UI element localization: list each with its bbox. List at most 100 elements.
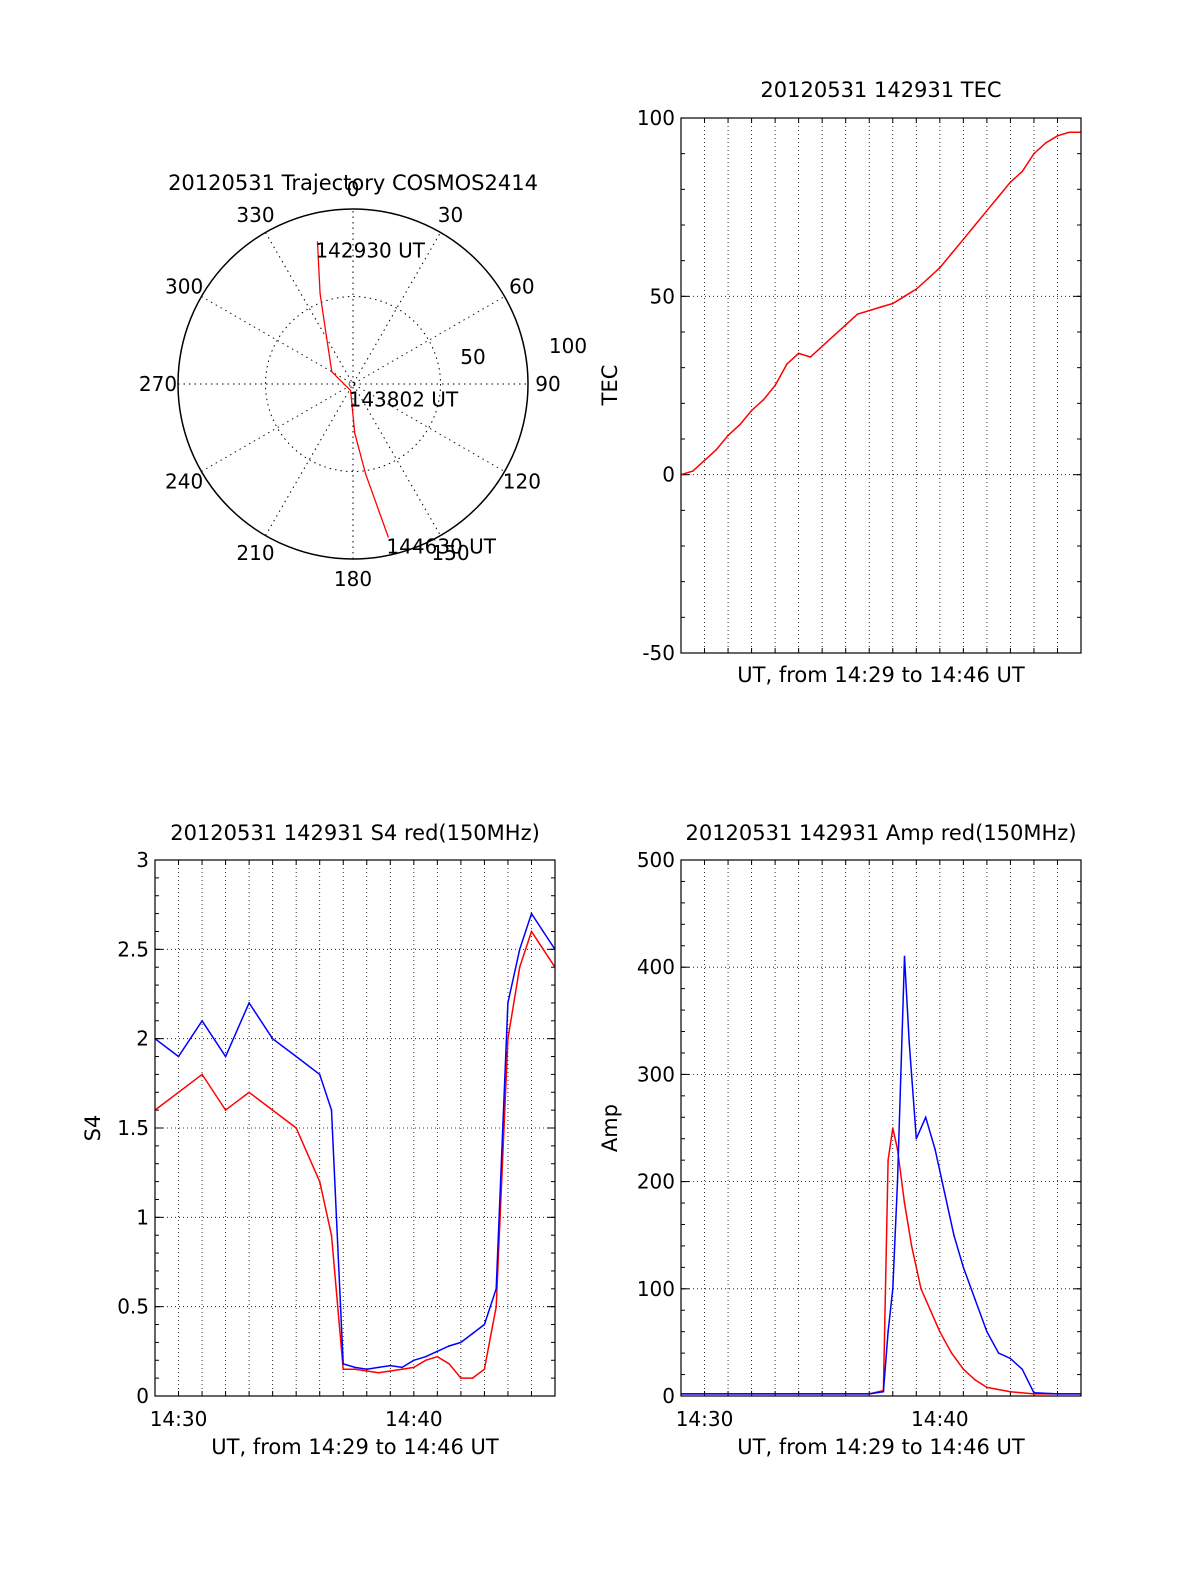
polar-azimuth-label: 330 [236,203,274,227]
polar-azimuth-label: 120 [503,470,541,494]
y-tick-label: 50 [650,284,675,308]
data-point [507,1037,509,1040]
polar-radius-label: 50 [460,345,485,369]
data-point [530,930,533,933]
data-point [495,1288,497,1290]
data-point [318,1073,321,1076]
data-point [974,1298,976,1301]
data-point [401,1368,403,1370]
polar-azimuth-label: 90 [535,372,560,396]
trajectory-polar-plot: 20120531 Trajectory COSMOS2414 0 30 60 90 12… [139,171,587,591]
data-point [915,1137,918,1140]
y-tick-label: 100 [637,1277,675,1301]
data-point [424,1359,427,1362]
y-tick-label: 3 [136,848,149,872]
tec-ylabel: TEC [598,365,622,407]
polar-trajectory-line [316,241,390,538]
y-tick-label: 200 [637,1170,675,1194]
y-tick-label: 400 [637,955,675,979]
y-tick-label: 300 [637,1062,675,1086]
amp-plot: 20120531 142931 Amp red(150MHz) UT, from… [598,821,1082,1459]
data-point [691,470,694,472]
tec-plot: 20120531 142931 TEC UT, from 14:29 to 14… [598,78,1082,687]
data-point [844,324,847,326]
data-point [908,1041,911,1044]
x-tick-label: 14:40 [385,1407,443,1431]
data-point [401,1366,403,1369]
data-point [271,1109,274,1111]
data-point [530,912,533,915]
data-point [436,1350,439,1353]
data-point [962,1368,965,1370]
data-point [495,1305,497,1308]
amp-title: 20120531 142931 Amp red(150MHz) [685,821,1076,845]
data-point [271,1037,274,1040]
polar-time-label: 144630 UT [386,534,496,558]
polar-radius-label: 100 [549,334,587,358]
series-line-0 [681,1127,1081,1395]
data-point [962,238,965,241]
data-point [177,1091,180,1094]
data-point [986,1330,988,1333]
data-point [903,955,906,958]
s4-plot-area: 0 0.5 1 1.5 2 2.5 3 14:30 14:40 [117,848,556,1431]
data-point [939,1330,941,1333]
data-point [1009,181,1012,183]
data-point [950,252,953,255]
data-point [934,1148,936,1151]
polar-grid [177,208,529,560]
data-point [507,1002,509,1004]
data-point [974,224,976,226]
data-point [460,1341,462,1344]
data-point [342,1368,345,1370]
data-point [483,1323,486,1326]
y-tick-label: -50 [642,641,675,665]
data-point [997,1352,1000,1354]
data-point [436,1355,439,1358]
tec-title: 20120531 142931 TEC [760,78,1001,102]
data-point [354,1368,356,1370]
data-point [1056,135,1059,137]
data-point [891,1127,894,1129]
amp-xlabel: UT, from 14:29 to 14:46 UT [737,1435,1025,1459]
polar-title: 20120531 Trajectory COSMOS2414 [168,171,538,195]
data-point [910,1245,913,1247]
data-point [903,1202,906,1204]
data-point [797,352,800,355]
data-point [821,345,823,348]
polar-azimuth-label: 210 [236,541,274,565]
amp-ylabel: Amp [598,1104,622,1152]
polar-azimuth-label: 240 [165,470,203,494]
data-point [929,1309,932,1312]
x-tick-label: 14:30 [150,1407,208,1431]
data-point [953,1234,955,1236]
data-point [295,1127,297,1129]
data-point [997,195,1000,198]
polar-time-label: 142930 UT [315,238,425,262]
plot-frame [680,859,1082,1397]
data-point [295,1055,297,1058]
data-point [354,1366,356,1369]
data-point [542,948,545,951]
data-point [774,384,776,387]
data-point [943,1191,946,1194]
data-point [177,1055,180,1058]
s4-title: 20120531 142931 S4 red(150MHz) [170,821,540,845]
data-point [715,448,718,451]
polar-azimuth-label: 180 [334,567,372,591]
polar-labels: 0 30 60 90 120 150 180 210 240 270 300 330 50 100 [139,177,587,591]
data-point [342,1363,345,1365]
y-tick-label: 1 [136,1205,149,1229]
data-point [703,459,706,462]
data-point [448,1363,450,1365]
data-point [920,1288,922,1290]
data-point [856,313,859,315]
data-point [939,267,941,269]
data-point [887,1330,889,1333]
data-point [471,1332,474,1335]
data-point [762,398,765,401]
data-point [880,306,882,308]
series-line-0 [681,131,1081,476]
tec-plot-area: -50 0 50 100 [637,106,1082,665]
